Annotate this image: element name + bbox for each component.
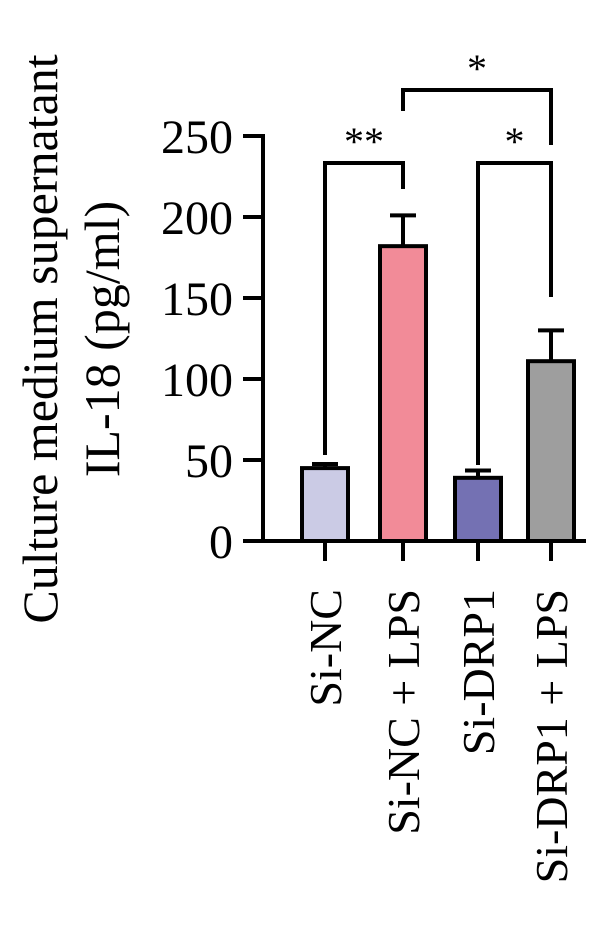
significance-bracket — [401, 88, 553, 145]
bar-3 — [453, 475, 503, 544]
significance-bracket — [476, 161, 553, 465]
y-tick-label: 150 — [161, 273, 233, 326]
significance-label: ** — [344, 119, 384, 164]
bar-1 — [300, 466, 350, 544]
bar-2 — [378, 244, 428, 543]
y-tick-label: 250 — [161, 111, 233, 164]
y-tick-label: 200 — [161, 192, 233, 245]
y-tick-label: 50 — [185, 435, 233, 488]
bar-4 — [526, 359, 576, 543]
significance-bracket — [323, 161, 405, 455]
x-tick-label: Si-DRP1 + LPS — [526, 589, 577, 883]
y-axis-label-line2: IL-18 (pg/ml) — [74, 201, 130, 477]
x-tick-label: Si-DRP1 — [453, 589, 504, 755]
significance-label: * — [467, 46, 487, 91]
x-tick-label: Si-NC — [300, 589, 351, 707]
x-tick-label: Si-NC + LPS — [378, 589, 429, 835]
y-tick-label: 100 — [161, 354, 233, 407]
axes: 0 50 100 150 200 250 Si-NC Si-NC + LPS Si-DRP1 Si… — [161, 111, 586, 883]
y-axis-label-line1: Culture medium supernatant — [12, 54, 68, 623]
significance-brackets: ** ** — [323, 46, 553, 465]
y-tick-label: 0 — [209, 516, 233, 569]
significance-label: * — [505, 119, 525, 164]
bars — [300, 213, 576, 544]
y-axis-label: Culture medium supernatant IL-18 (pg/ml) — [12, 54, 130, 623]
